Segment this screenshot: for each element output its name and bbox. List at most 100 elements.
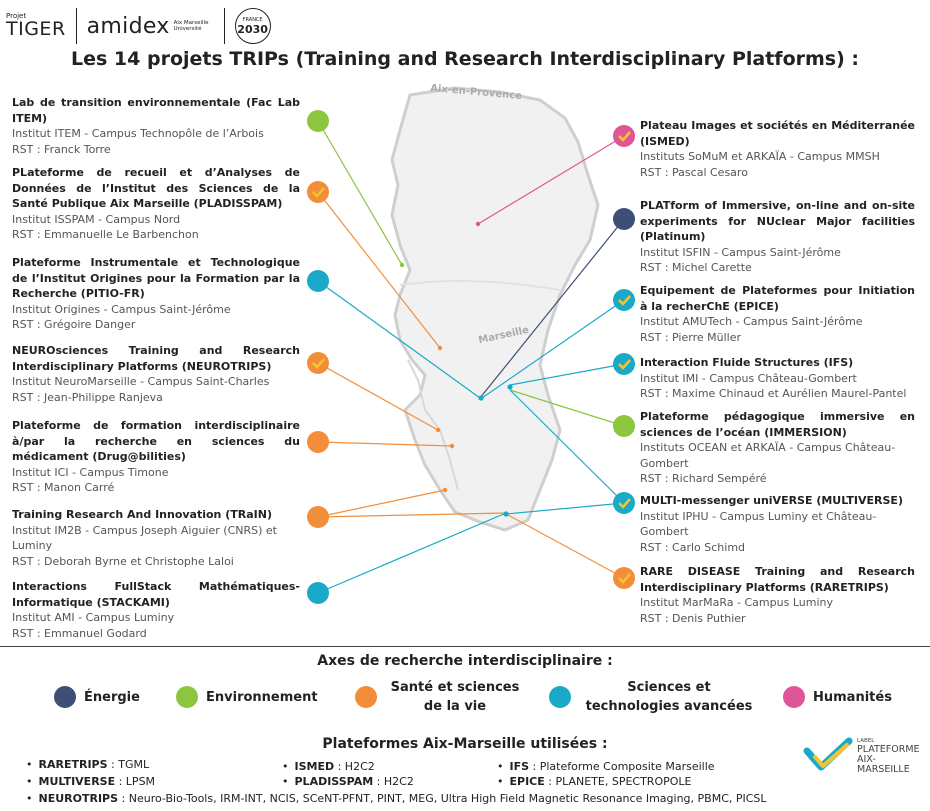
label-check-icon [618,498,631,509]
connector-ismed [477,135,625,225]
project-title: Plateforme de formation interdisciplinai… [12,419,300,463]
axis-color-dot [355,686,377,708]
project-institut: Institut AMUTech - Campus Saint-Jérôme [640,315,863,328]
project-rst: RST : Jean-Philippe Ranjeva [12,390,163,404]
connector-raretrips [507,514,625,579]
project-rst: RST : Pierre Müller [640,330,741,344]
platforms-title: Plateformes Aix-Marseille utilisées : [322,736,608,752]
connector-epice [481,299,625,399]
axis-label: Santé et sciences de la vie [390,680,520,714]
connector-ifs [509,363,625,386]
label-logo-small: LABEL [857,738,875,744]
connector-drugabilities [317,441,453,447]
map-coast [407,359,459,491]
platform-name: PLADISSPAM [294,775,374,788]
platform-value: : H2C2 [334,760,375,773]
connector-neurotrips [317,362,439,431]
project-neurotrips: NEUROsciences Training and Research Inte… [12,343,300,405]
project-institut: Institut MarMaRa - Campus Luminy [640,596,833,609]
project-institut: Institut IPHU - Campus Luminy et Château… [640,509,877,539]
project-train: Training Research And Innovation (TRaIN)… [12,507,300,569]
project-rst: RST : Denis Puthier [640,611,746,625]
project-pladisspam: PLateforme de recueil et d’Analyses de D… [12,165,300,243]
axis-environnement: Environnement [176,686,318,708]
project-title: PLateforme de recueil et d’Analyses de D… [12,166,300,210]
axis-color-dot [176,686,198,708]
connector-fac-lab-item [317,120,403,266]
axis-energie: Énergie [54,686,140,708]
project-dot-ifs [613,353,635,375]
map-point-arbois [399,262,405,268]
platform-value: : PLANETE, SPECTROPOLE [544,775,692,788]
project-title: Training Research And Innovation (TRaIN) [12,508,272,521]
connector-multiverse-a [509,389,625,504]
axis-label: Sciences et technologies avancées [585,680,753,714]
platform-name: MULTIVERSE [38,775,116,788]
project-rst: RST : Manon Carré [12,481,115,494]
axis-humanites: Humanités [783,686,892,708]
project-dot-immersion [613,415,635,437]
map-point-mmsh [475,221,481,227]
project-institut: Institut ICI - Campus Timone [12,465,169,479]
project-ismed: Plateau Images et sociétés en Méditerran… [640,118,915,180]
project-dot-multiverse [613,492,635,514]
map-outline [390,86,600,532]
project-title: Interactions FullStack Mathématiques-Inf… [12,580,300,609]
platform-value: : Plateforme Composite Marseille [529,760,715,773]
project-institut: Institut AMI - Campus Luminy [12,611,175,624]
map-region-line [399,280,561,291]
france2030-logo-year: 2030 [237,22,268,36]
amidex-logo-text: amidex [86,13,170,39]
project-institut: Institut ISFIN - Campus Saint-Jérôme [640,245,841,259]
axes-title: Axes de recherche interdisciplinaire : [317,653,613,669]
project-title: Plateforme pédagogique immersive en scie… [640,410,915,439]
axis-color-dot [549,686,571,708]
project-title: Interaction Fluide Structures (IFS) [640,356,854,369]
project-stackami: Interactions FullStack Mathématiques-Inf… [12,579,300,641]
project-title: Plateau Images et sociétés en Méditerran… [640,119,915,148]
france2030-logo: FRANCE 2030 [234,8,271,44]
tiger-logo: Projet TIGER [6,8,77,44]
label-logo-line2: AIX-MARSEILLE [857,753,910,775]
project-rst: RST : Carlo Schimd [640,540,746,554]
platform-value: : LPSM [115,775,156,788]
platform-name: RARETRIPS [38,758,108,771]
map-point-saint-charles [435,427,441,433]
project-dot-train [307,506,329,528]
label-check-icon [618,359,631,370]
project-dot-neurotrips [307,352,329,374]
axis-sciences-technologies: Sciences et technologies avancées [549,678,759,716]
map-point-luminy [503,511,509,517]
map-point-aiguier [442,487,448,493]
project-title: Equipement de Plateformes pour Initiatio… [640,284,915,313]
project-platinum: PLATform of Immersive, on-line and on-si… [640,198,915,276]
platform-name: NEUROTRIPS [38,792,119,805]
axis-color-dot [783,686,805,708]
project-rst: RST : Maxime Chinaud et Aurélien Maurel-… [640,387,907,400]
project-title: Plateforme Instrumentale et Technologiqu… [12,256,300,300]
map-point-chateau-gombert [507,384,513,390]
connector-immersion [509,389,625,427]
axis-sante: Santé et sciences de la vie [355,678,525,716]
platform-name: ISMED [294,760,335,773]
project-rst: RST : Richard Sempéré [640,472,767,485]
label-check-icon [803,737,853,771]
axis-label: Énergie [84,689,140,705]
label-logo-line1: PLATEFORME [857,743,920,755]
tiger-logo-small: Projet [6,12,27,20]
project-raretrips: RARE DISEASE Training and Research Inter… [640,564,915,626]
france2030-logo-top: FRANCE [242,16,263,23]
map-point-saint-jerome [478,395,484,401]
project-title: NEUROsciences Training and Research Inte… [12,344,300,373]
axis-label: Humanités [813,689,892,705]
map-point-nord [437,345,443,351]
section-divider [0,646,930,647]
platform-name: IFS [509,760,530,773]
label-plateforme-logo: LABEL PLATEFORME AIX-MARSEILLE [803,735,923,775]
connector-platinum [479,218,625,399]
project-rst: RST : Michel Carette [640,261,752,274]
project-institut: Institut IM2B - Campus Joseph Aiguier (C… [12,523,277,553]
project-dot-drugabilities [307,431,329,453]
project-dot-pladisspam [307,181,329,203]
project-institut: Instituts SoMuM et ARKAÏA - Campus MMSH [640,150,880,163]
